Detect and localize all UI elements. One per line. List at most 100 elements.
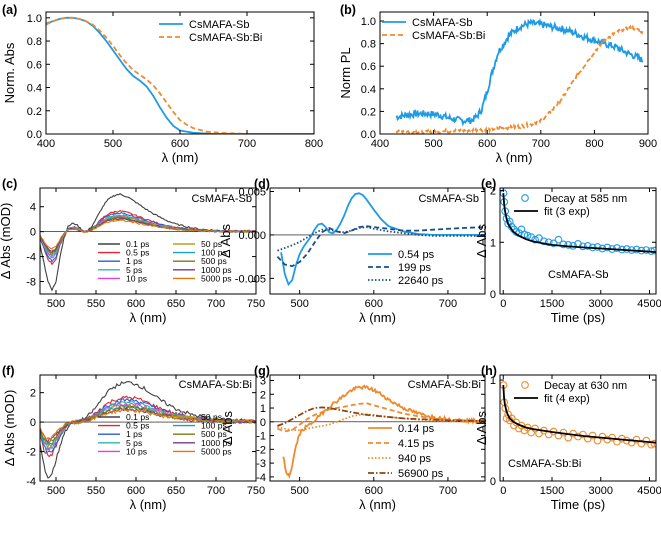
x-tick-label: 400	[37, 138, 55, 150]
legend-label: 10 ps	[126, 446, 147, 456]
chart-annotation: CsMAFA-Sb	[191, 193, 252, 205]
y-tick-label: 1.0	[27, 13, 42, 25]
data-point	[583, 242, 592, 250]
legend-label: Decay at 585 nm	[544, 193, 627, 205]
y-tick-label: -2	[26, 447, 36, 459]
chart-annotation: CsMAFA-Sb	[418, 193, 479, 205]
x-tick-label: 700	[439, 485, 457, 497]
legend-label: 0.54 ps	[398, 249, 435, 261]
series-line-3	[277, 406, 485, 427]
data-point	[540, 237, 548, 246]
x-tick-label: 900	[639, 138, 657, 150]
y-tick-label: 2	[260, 389, 266, 401]
legend-label: 56900 ps	[398, 468, 444, 480]
x-axis-title: λ (nm)	[496, 150, 533, 165]
x-tick-label: 0	[500, 298, 506, 310]
data-point	[544, 238, 553, 247]
legend-label: 4.15 ps	[398, 438, 435, 450]
panel-c: (c) 500 550 600 650 700 750 -8 -4 0 4 λ (nm) Δ Abs (…	[0, 177, 265, 325]
data-point	[650, 439, 656, 448]
legend-label: 199 ps	[398, 262, 432, 274]
panel-label: (c)	[2, 177, 17, 191]
panel-h: (h) 0 1500 3000 4500 0 1 Time (ps) Δ Abs CsMAFA-S…	[474, 364, 661, 512]
legend-label: fit (3 exp)	[544, 206, 590, 218]
y-tick-label: 1	[490, 237, 496, 249]
data-point	[632, 435, 641, 444]
y-tick-label: -0.005	[235, 273, 266, 285]
y-axis-title: Δ Abs (mOD)	[2, 390, 17, 467]
series-line-0	[280, 192, 485, 287]
legend-label: 1000 ps	[201, 438, 232, 448]
x-tick-label: 700	[207, 485, 225, 497]
y-tick-label: 0.0	[361, 129, 376, 141]
legend-label: 0.1 ps	[126, 412, 149, 422]
plot-area	[276, 192, 485, 287]
legend-label: 100 ps	[201, 421, 227, 431]
data-point	[632, 245, 641, 254]
x-axis-title: λ (nm)	[130, 497, 167, 512]
legend-label: 500 ps	[201, 429, 227, 439]
y-tick-label: 0.2	[27, 106, 42, 118]
legend-label: 0.5 ps	[126, 248, 149, 258]
data-point	[593, 243, 602, 251]
y-tick-label: -1	[256, 431, 266, 443]
data-point	[622, 245, 631, 253]
x-axis-title: λ (nm)	[359, 310, 396, 325]
legend-label: 1 ps	[126, 256, 142, 266]
data-point	[603, 243, 612, 252]
x-axis-title: λ (nm)	[130, 310, 167, 325]
data-point	[613, 244, 621, 252]
x-tick-label: 4500	[637, 485, 661, 497]
x-tick-label: 700	[207, 298, 225, 310]
panel-label: (d)	[254, 177, 270, 191]
series-line-1	[395, 24, 644, 134]
y-tick-label: -4	[26, 252, 36, 264]
plot-frame	[39, 374, 257, 482]
x-tick-label: 500	[290, 485, 308, 497]
x-tick-label: 700	[238, 138, 256, 150]
data-point	[535, 234, 543, 243]
panel-label: (a)	[2, 3, 17, 17]
legend: 0.14 ps 4.15 ps 940 ps 56900 ps	[368, 423, 444, 480]
series-line-9	[40, 219, 256, 250]
x-tick-label: 800	[305, 138, 323, 150]
x-axis-title: Time (ps)	[551, 310, 605, 325]
y-tick-label: 2	[30, 388, 36, 400]
y-tick-label: 0	[490, 476, 496, 488]
series-line-1	[46, 16, 314, 134]
y-tick-label: 1.0	[361, 16, 376, 28]
y-axis-title: Δ Abs	[218, 224, 233, 258]
legend-label: 5 ps	[126, 265, 142, 275]
y-tick-label: 0.005	[238, 186, 266, 198]
plot-area	[46, 16, 314, 134]
x-tick-label: 750	[247, 298, 265, 310]
data-point	[564, 241, 573, 249]
x-axis-title: λ (nm)	[359, 497, 396, 512]
series-line-1	[276, 225, 485, 268]
y-tick-label: -4	[256, 472, 266, 484]
plot-frame	[45, 11, 315, 135]
plot-frame	[499, 374, 657, 482]
plot-area	[500, 381, 656, 449]
data-point	[588, 431, 597, 440]
legend-label: 0.5 ps	[126, 421, 149, 431]
y-axis-title: Norm. Abs	[2, 42, 17, 103]
legend-label: 940 ps	[398, 453, 432, 465]
y-tick-label: 0.6	[27, 59, 42, 71]
data-point	[642, 246, 651, 254]
legend-label: 1 ps	[126, 429, 142, 439]
panel-label: (b)	[340, 3, 356, 17]
legend-label: 0.14 ps	[398, 423, 435, 435]
data-point	[554, 235, 563, 244]
data-point	[579, 430, 587, 439]
data-point	[650, 246, 656, 255]
y-tick-label: -4	[26, 476, 36, 488]
legend-label: 50 ps	[201, 412, 222, 422]
chart-annotation: CsMAFA-Sb	[548, 269, 609, 281]
x-tick-label: 700	[439, 298, 457, 310]
x-tick-label: 600	[171, 138, 189, 150]
data-point	[559, 240, 568, 249]
